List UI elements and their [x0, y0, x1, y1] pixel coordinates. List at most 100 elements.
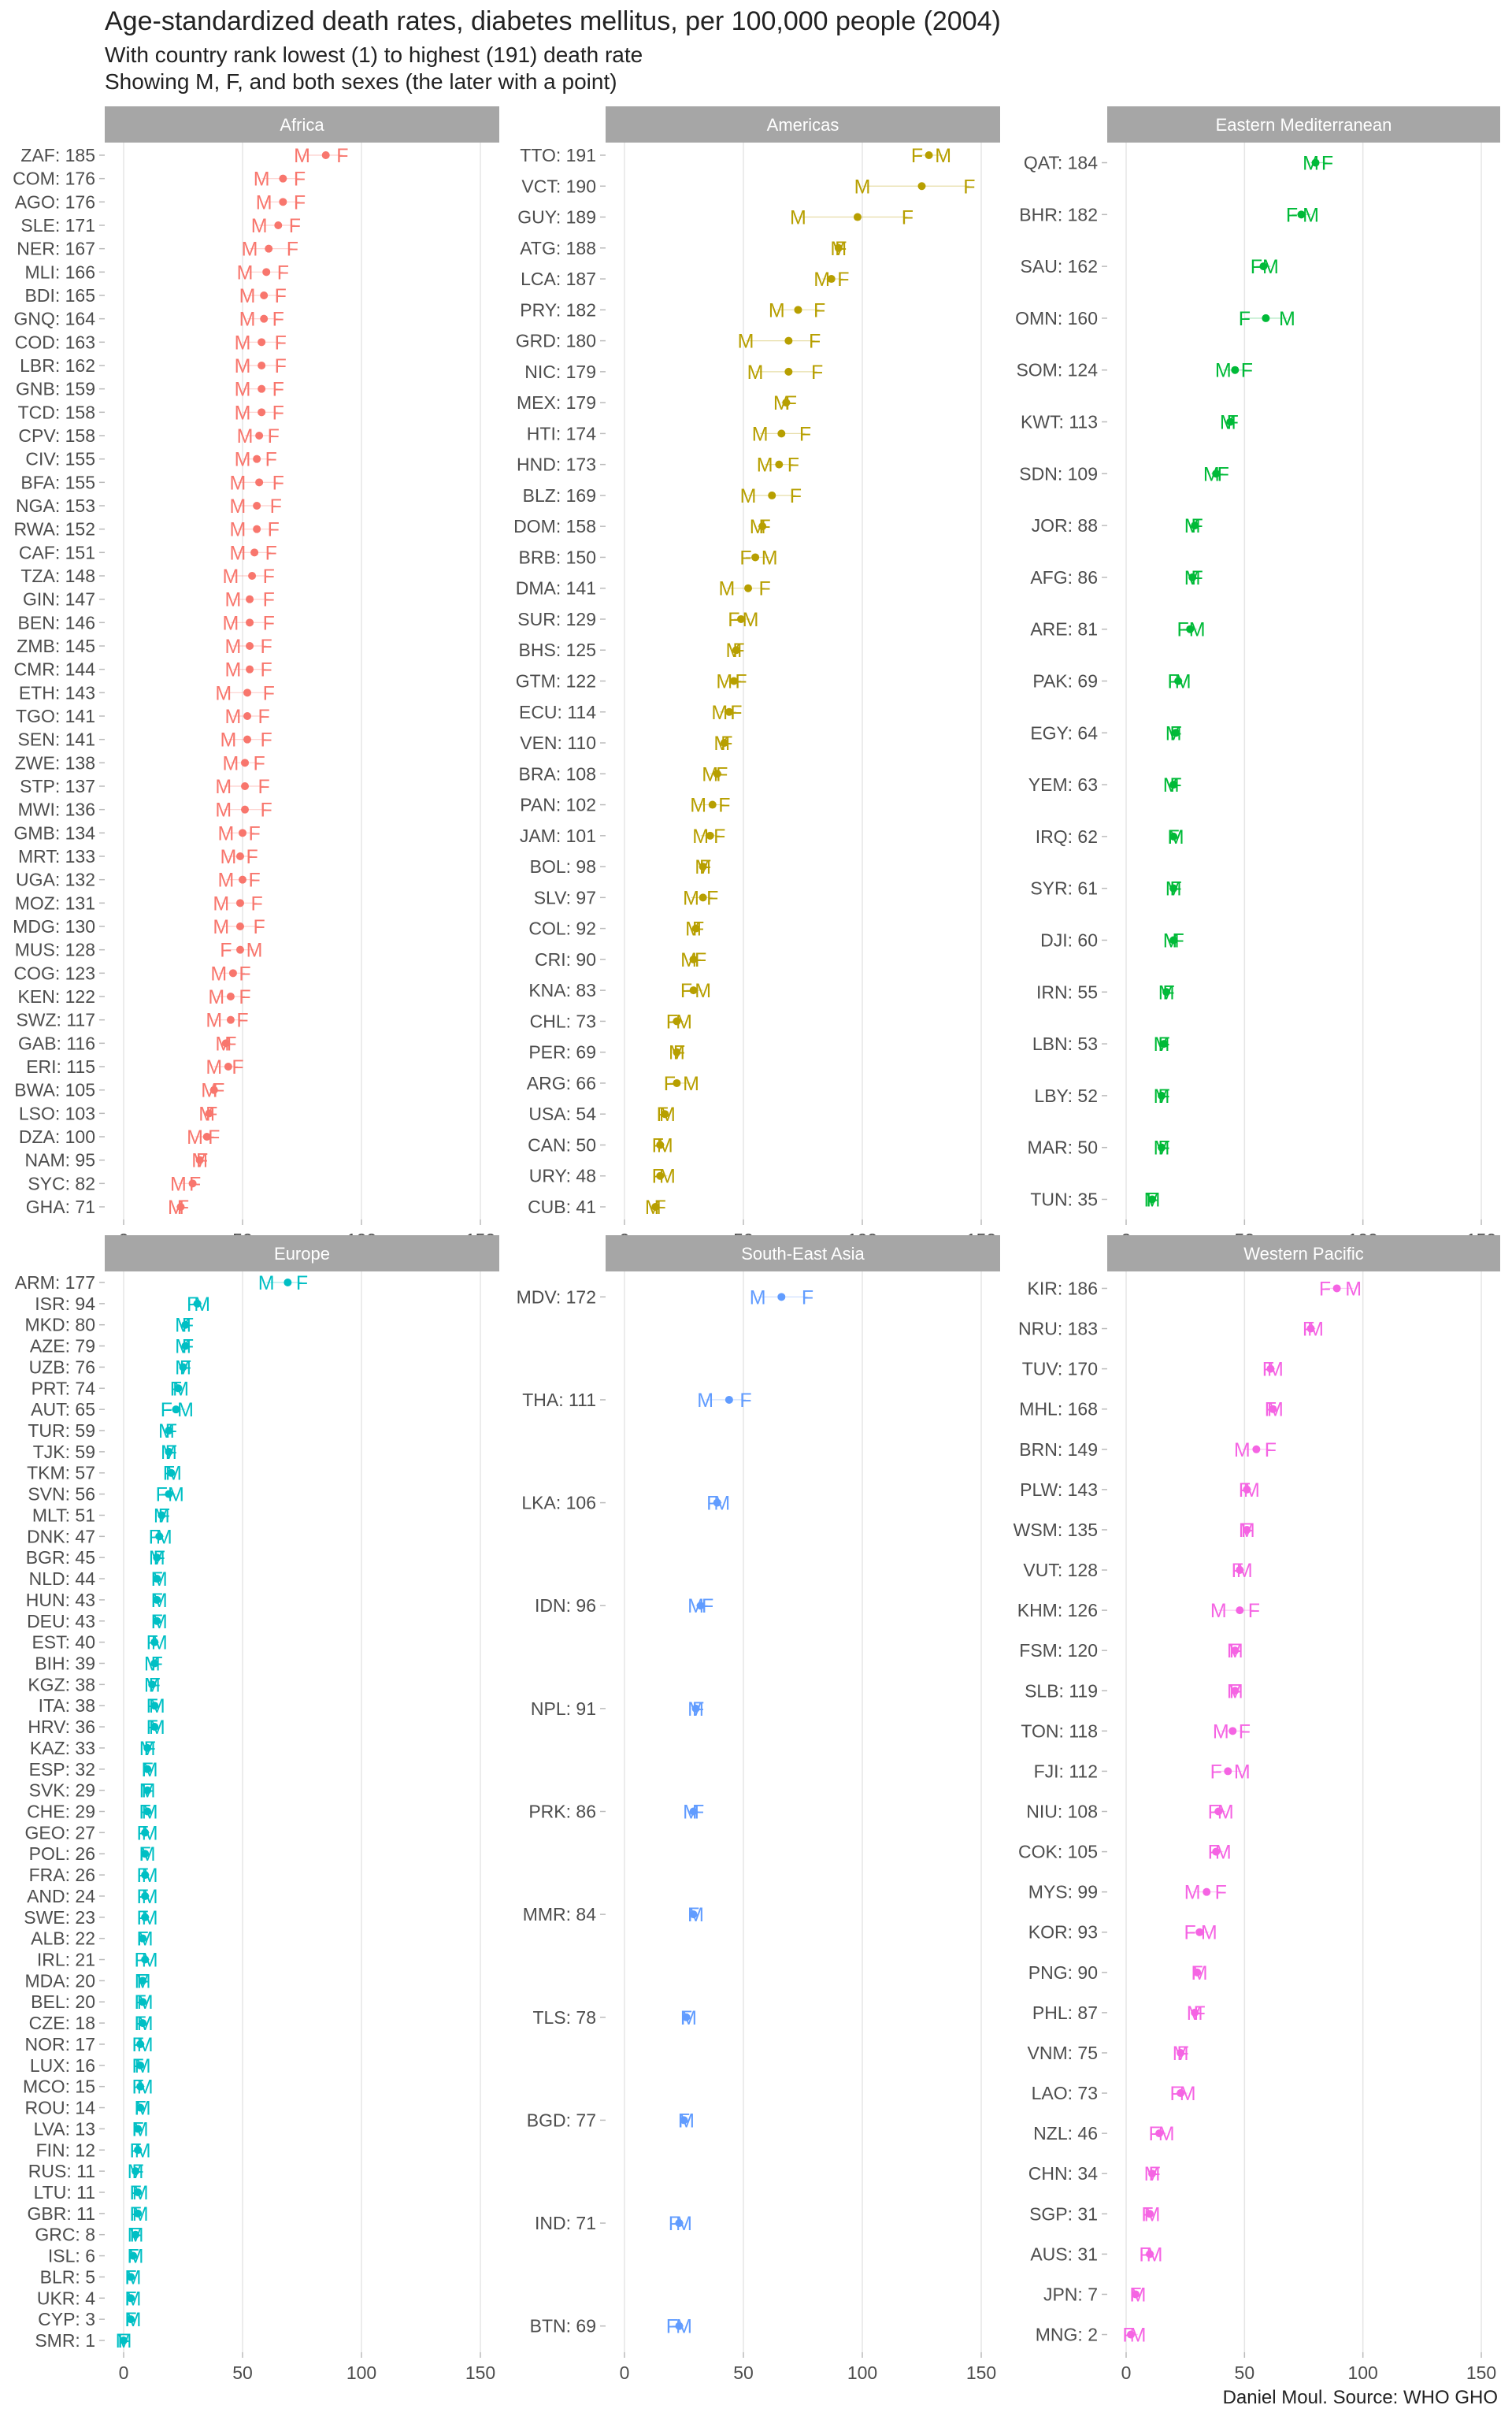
- country-label: BIH: 39: [35, 1653, 95, 1673]
- both-sexes-point: [150, 1723, 159, 1731]
- country-label: CMR: 144: [13, 659, 95, 680]
- country-label: AUT: 65: [31, 1399, 95, 1420]
- male-marker: M: [215, 776, 232, 798]
- country-label: CIV: 155: [25, 449, 95, 470]
- both-sexes-point: [241, 782, 250, 790]
- both-sexes-point: [181, 1320, 190, 1329]
- country-label: BGR: 45: [26, 1547, 95, 1568]
- country-label: FJI: 112: [1034, 1761, 1098, 1781]
- country-label: IRL: 21: [37, 1950, 95, 1970]
- both-sexes-point: [1306, 1324, 1315, 1333]
- male-marker: M: [251, 215, 268, 237]
- country-label: ZWE: 138: [15, 752, 95, 773]
- country-label: KNA: 83: [528, 980, 596, 1000]
- country-label: LBN: 53: [1032, 1034, 1098, 1054]
- country-label: SMR: 1: [35, 2330, 95, 2351]
- country-label: COM: 176: [13, 169, 95, 189]
- country-label: ROU: 14: [25, 2098, 96, 2118]
- x-tick-label: 50: [733, 2362, 754, 2383]
- female-marker: F: [275, 285, 287, 307]
- both-sexes-point: [127, 2294, 135, 2303]
- both-sexes-point: [243, 712, 252, 720]
- both-sexes-point: [141, 1850, 150, 1858]
- country-label: SUR: 129: [517, 609, 596, 629]
- facet-strip-label-south-east-asia: South-East Asia: [741, 1244, 865, 1264]
- both-sexes-point: [680, 2116, 688, 2125]
- female-marker: F: [275, 332, 287, 354]
- country-label: TTO: 191: [520, 145, 596, 165]
- facet-strip-label-eastern-mediterranean: Eastern Mediterranean: [1216, 115, 1392, 135]
- country-label: MCO: 15: [23, 2077, 95, 2097]
- female-marker: F: [246, 846, 258, 868]
- female-marker: F: [272, 309, 284, 331]
- country-label: RUS: 11: [28, 2161, 95, 2181]
- both-sexes-point: [243, 689, 252, 697]
- male-marker: M: [222, 566, 239, 588]
- country-label: ECU: 114: [519, 702, 596, 722]
- country-label: TKM: 57: [27, 1463, 95, 1483]
- male-marker: M: [790, 207, 806, 229]
- both-sexes-point: [235, 922, 244, 930]
- country-label: GRD: 180: [516, 331, 596, 351]
- female-marker: F: [1148, 2123, 1160, 2145]
- male-marker: M: [215, 682, 232, 704]
- country-label: BEL: 20: [31, 1991, 95, 2012]
- country-label: DNK: 47: [27, 1526, 95, 1546]
- country-label: ARM: 177: [15, 1272, 95, 1293]
- country-label: PAK: 69: [1032, 671, 1098, 692]
- both-sexes-point: [1146, 2250, 1154, 2259]
- both-sexes-point: [689, 955, 698, 963]
- female-marker: F: [739, 1390, 751, 1412]
- country-label: LUX: 16: [30, 2055, 95, 2076]
- both-sexes-point: [136, 2040, 145, 2048]
- female-marker: F: [706, 1493, 718, 1515]
- both-sexes-point: [1162, 988, 1171, 997]
- male-marker: M: [135, 2140, 151, 2162]
- female-marker: F: [294, 169, 306, 191]
- female-marker: F: [902, 207, 914, 229]
- both-sexes-point: [1169, 936, 1178, 945]
- both-sexes-point: [1259, 262, 1268, 271]
- country-label: BLR: 5: [40, 2266, 95, 2287]
- male-marker: M: [235, 379, 251, 401]
- female-marker: F: [287, 239, 298, 261]
- both-sexes-point: [321, 151, 330, 159]
- female-marker: F: [156, 1484, 168, 1506]
- male-marker: M: [235, 449, 251, 471]
- both-sexes-point: [1146, 2210, 1154, 2218]
- female-marker: F: [799, 423, 811, 445]
- female-marker: F: [149, 1526, 161, 1548]
- both-sexes-point: [1297, 210, 1306, 219]
- country-label: PNG: 90: [1028, 1962, 1098, 1983]
- male-marker: M: [692, 826, 709, 848]
- country-label: PAN: 102: [520, 795, 596, 815]
- male-marker: M: [935, 145, 951, 167]
- male-marker: M: [168, 1484, 184, 1506]
- female-marker: F: [270, 496, 282, 518]
- both-sexes-point: [708, 800, 717, 809]
- country-label: UZB: 76: [29, 1357, 95, 1377]
- male-marker: M: [690, 795, 706, 817]
- country-label: ISL: 6: [48, 2246, 95, 2266]
- both-sexes-point: [675, 2219, 684, 2228]
- both-sexes-point: [699, 863, 707, 871]
- both-sexes-point: [1169, 832, 1178, 841]
- male-marker: M: [676, 1011, 692, 1033]
- female-marker: F: [187, 1294, 198, 1316]
- male-marker: M: [1175, 671, 1191, 693]
- female-marker: F: [224, 1033, 236, 1055]
- both-sexes-point: [258, 338, 266, 347]
- female-marker: F: [248, 870, 260, 892]
- female-marker: F: [790, 485, 802, 507]
- both-sexes-point: [253, 525, 261, 533]
- both-sexes-point: [176, 1203, 185, 1211]
- male-marker: M: [142, 1822, 158, 1844]
- country-label: AGO: 176: [15, 191, 95, 212]
- both-sexes-point: [1148, 1195, 1157, 1204]
- female-marker: F: [1169, 2083, 1181, 2105]
- country-label: BTN: 69: [530, 2316, 596, 2336]
- country-label: TUR: 59: [28, 1420, 95, 1441]
- both-sexes-point: [246, 595, 254, 603]
- female-marker: F: [268, 425, 280, 447]
- both-sexes-point: [917, 182, 926, 191]
